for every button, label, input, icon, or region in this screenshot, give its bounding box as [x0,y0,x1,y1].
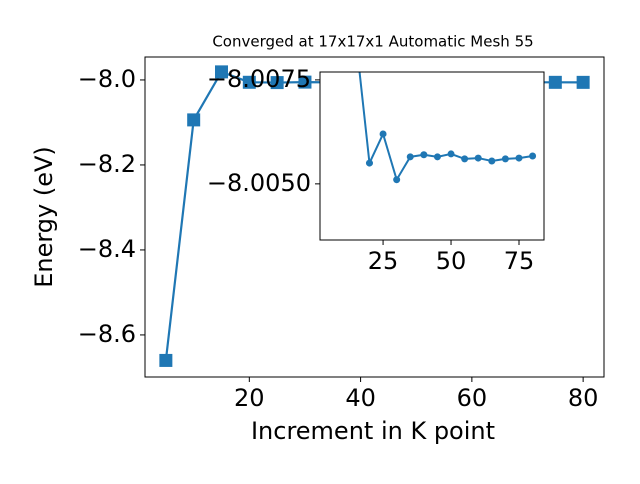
y-tick-label: −8.4 [78,235,136,263]
y-tick-label: −8.0075 [207,65,311,93]
marker [187,113,201,127]
marker [529,152,537,160]
marker [501,155,509,163]
marker [242,75,256,89]
marker [420,151,428,159]
marker [393,176,401,184]
y-tick-label: −8.2 [78,150,136,178]
marker [576,75,590,89]
axes-frame [144,56,605,378]
marker [548,75,562,89]
marker [270,76,284,90]
marker [433,153,441,161]
marker [159,353,173,367]
marker [298,75,312,89]
marker [215,65,228,79]
y-tick-label: −8.0050 [207,169,311,197]
y-axis-label: Energy (eV) [30,146,58,288]
x-tick-label: 40 [345,384,376,412]
plot-content [358,72,537,184]
x-tick-label: 50 [436,247,467,275]
marker [365,159,373,167]
x-tick-label: 20 [234,384,265,412]
x-tick-label: 25 [368,247,399,275]
marker [515,154,523,162]
marker [406,153,414,161]
y-tick-label: −8.0 [78,65,136,93]
x-tick-label: 60 [457,384,488,412]
x-axis-label: Increment in K point [251,417,495,445]
axes-frame [319,71,545,241]
chart-title: Converged at 17x17x1 Automatic Mesh 55 [212,33,533,51]
x-tick-label: 80 [568,384,599,412]
marker [447,150,455,158]
marker [461,155,469,163]
marker [379,130,387,138]
x-tick-label: 75 [504,247,535,275]
y-tick-label: −8.6 [78,320,136,348]
marker [474,154,482,162]
marker [488,157,496,165]
